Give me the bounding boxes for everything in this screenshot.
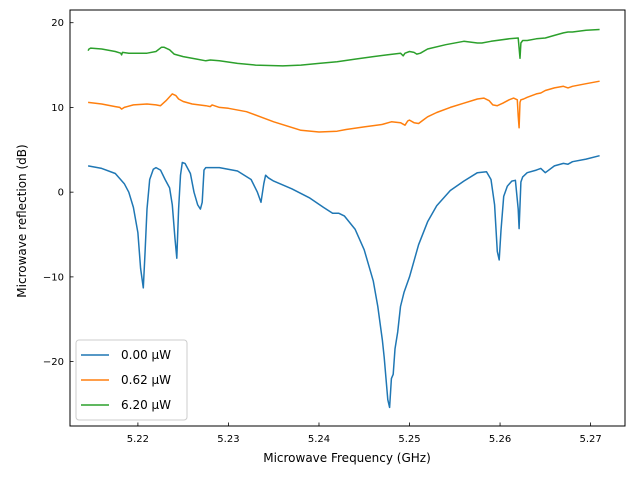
plot-lines <box>87 28 600 409</box>
x-axis-label: Microwave Frequency (GHz) <box>263 451 431 465</box>
y-tick-label: −20 <box>43 357 64 368</box>
series-line-0 <box>87 154 600 409</box>
y-tick-label: 0 <box>58 188 64 199</box>
x-tick-label: 5.24 <box>308 434 330 445</box>
y-axis-label: Microwave reflection (dB) <box>15 144 29 297</box>
y-tick-label: −10 <box>43 272 64 283</box>
legend-label-1: 0.62 μW <box>121 373 171 387</box>
x-tick-label: 5.22 <box>127 434 149 445</box>
x-tick-label: 5.27 <box>579 434 601 445</box>
x-tick-label: 5.23 <box>217 434 239 445</box>
axes-frame <box>69 9 626 427</box>
legend: 0.00 μW 0.62 μW 6.20 μW <box>75 339 188 421</box>
legend-label-0: 0.00 μW <box>121 348 171 362</box>
y-tick-label: 10 <box>51 103 64 114</box>
y-tick-label: 20 <box>51 18 64 29</box>
legend-label-2: 6.20 μW <box>121 398 171 412</box>
series-line-1 <box>88 80 600 133</box>
x-tick-label: 5.25 <box>398 434 420 445</box>
x-axis-ticks: 5.22 5.23 5.24 5.25 5.26 5.27 <box>127 422 602 445</box>
legend-frame <box>75 339 188 421</box>
series-line-2 <box>87 28 600 67</box>
y-axis-ticks: −20 −10 0 10 20 <box>43 18 74 368</box>
x-tick-label: 5.26 <box>489 434 511 445</box>
